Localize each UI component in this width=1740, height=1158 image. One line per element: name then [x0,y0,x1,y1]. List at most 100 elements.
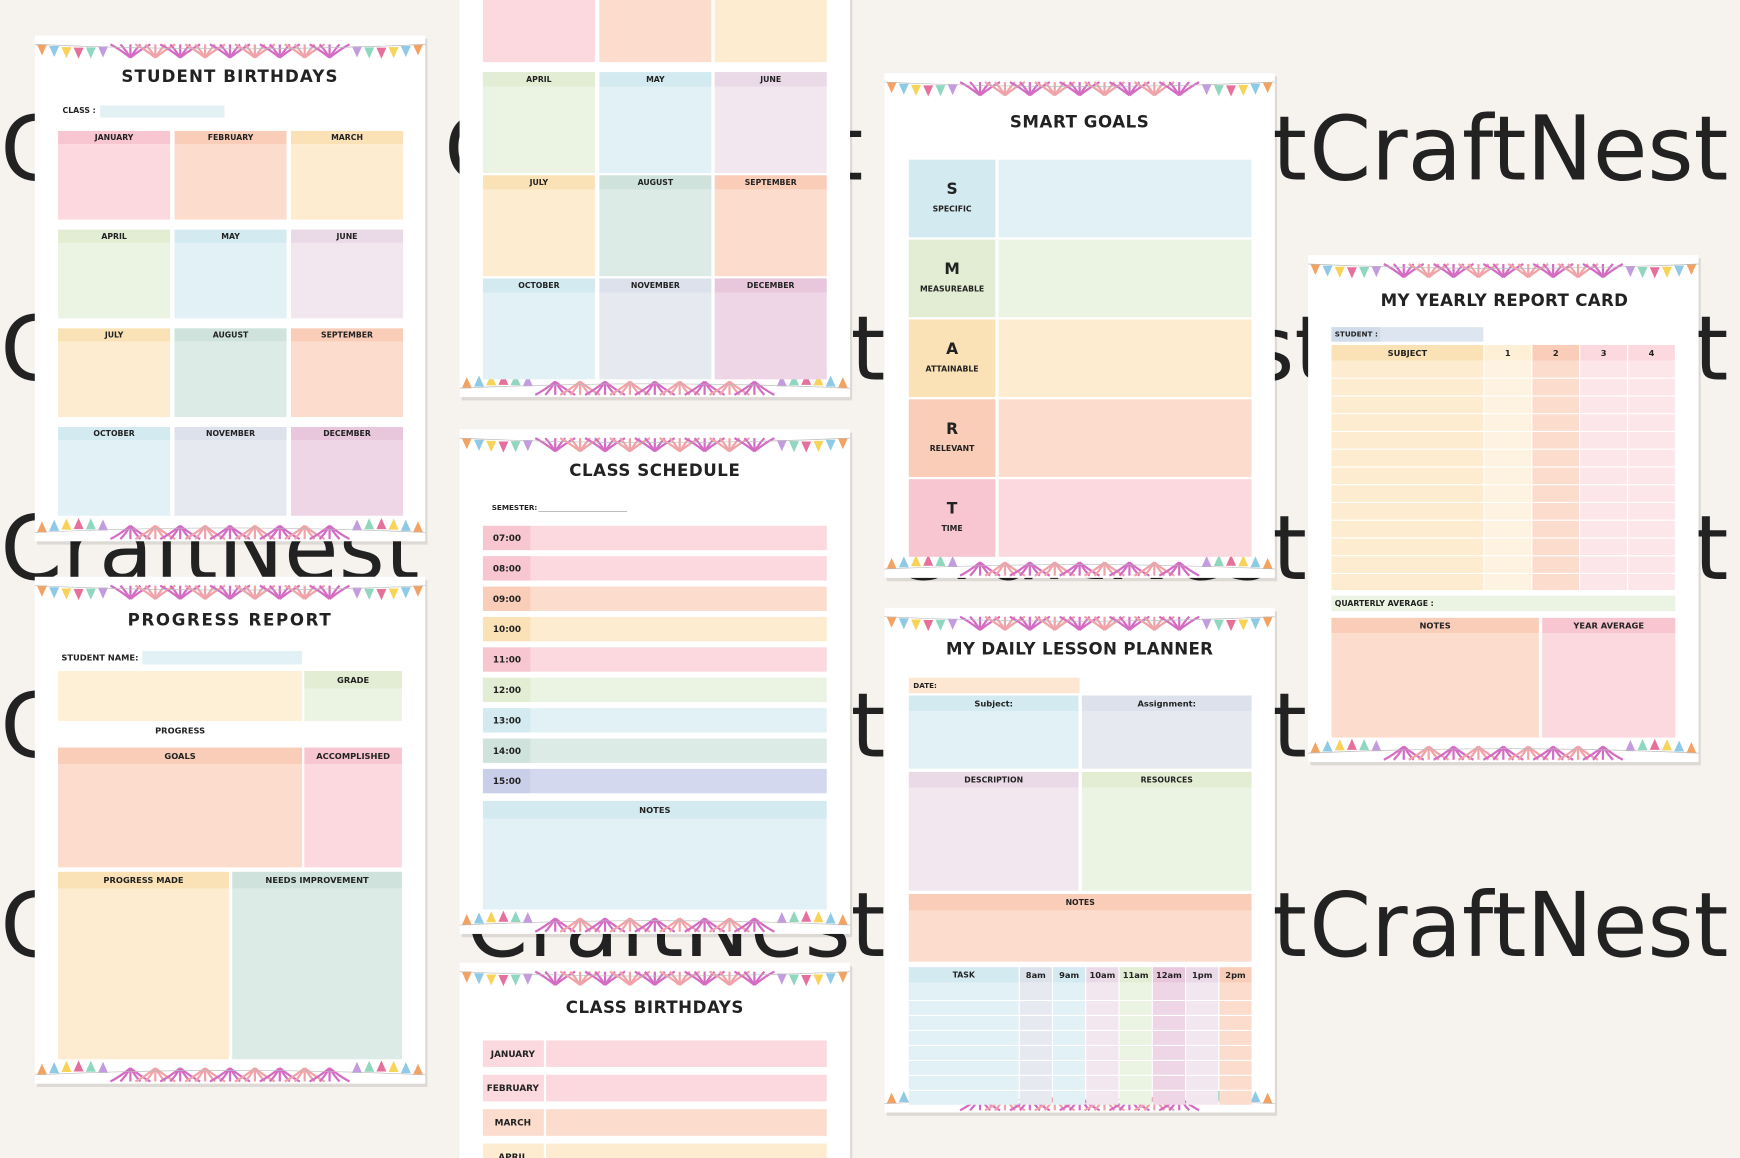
label: GOALS [164,751,195,761]
bunting [886,1092,897,1104]
cell-body [714,0,827,63]
cell-body [291,440,404,516]
bunting [522,375,533,387]
goal-row [998,239,1252,318]
fan [703,437,726,453]
bunting [923,85,934,97]
fan [1178,561,1200,577]
label: TIME [941,524,962,533]
time-cell [482,616,531,642]
fan [654,437,676,453]
bunting [98,46,108,58]
label: T [947,500,958,518]
bunting [947,618,958,630]
fan [1054,561,1076,577]
cell-header [1331,617,1539,634]
fan [129,43,151,59]
fan [679,917,701,933]
cell-header [1086,967,1119,983]
fan [303,1067,326,1083]
cell-body [58,242,171,319]
fan [1577,745,1599,761]
time-cell [482,738,531,763]
fan [1502,262,1524,279]
time-row [530,556,827,581]
label-cell [1331,327,1381,342]
month-row [546,1040,827,1068]
bunting [801,910,812,922]
bunting [911,619,922,631]
fan [303,524,326,541]
cell-header [1081,772,1252,788]
bunting [1334,739,1345,751]
string [884,81,1275,87]
fan [579,437,601,453]
fan [554,437,576,453]
bunting [825,973,836,985]
label: 9am [1059,970,1079,980]
cell-body [1532,360,1579,591]
cell-body [1019,982,1052,1105]
label: JULY [529,178,549,187]
label: APRIL [101,232,127,241]
bunting [1226,554,1237,566]
bunting [1213,619,1224,631]
bunting [1310,263,1321,276]
fan [179,43,201,59]
cell-body [1152,982,1186,1105]
label: NOVEMBER [206,429,255,438]
month-row [546,1109,827,1136]
fan [679,380,701,396]
label: 11am [1123,970,1149,980]
bunting [49,45,60,58]
bunting [1322,265,1333,277]
bunting [776,440,787,452]
label: 2 [1553,348,1559,358]
bunting [1262,1092,1273,1104]
label: CLASS : [63,106,96,115]
bunting [1359,739,1370,751]
cell-body [1053,982,1086,1105]
string [459,383,851,389]
time-row [530,616,827,642]
time-cell [482,586,531,611]
label: FEBRUARY [487,1084,540,1094]
fan [753,970,775,986]
fan [254,1067,276,1083]
label: 11:00 [493,656,521,666]
fan [1403,262,1425,279]
bunting [1625,265,1636,278]
fan [154,584,176,600]
cell-header [58,871,229,889]
time-cell [482,768,531,794]
fan [1552,745,1574,761]
goal-row [998,159,1252,238]
label: RESOURCES [1141,775,1194,784]
label: YEAR AVERAGE [1572,621,1644,631]
label: A [946,340,958,358]
fan [204,1067,226,1083]
goal-row [998,319,1252,398]
fan [279,1067,301,1083]
bunting [388,47,399,59]
cell-body [482,818,827,910]
fan [1153,615,1175,631]
bunting [486,440,497,453]
label: SUBJECT [1388,348,1428,358]
bunting [400,45,411,58]
string [34,44,426,50]
bunting [813,374,824,386]
label: 1 [1505,348,1511,358]
bunting [36,44,47,56]
bunting [73,518,84,530]
bunting [510,374,521,386]
bunting [1334,266,1345,278]
cell-header [1119,967,1152,983]
fan [753,437,775,453]
fan [1054,81,1076,97]
bunting [474,973,484,985]
fan [328,524,351,541]
fan [604,437,626,453]
fan [1078,81,1101,97]
